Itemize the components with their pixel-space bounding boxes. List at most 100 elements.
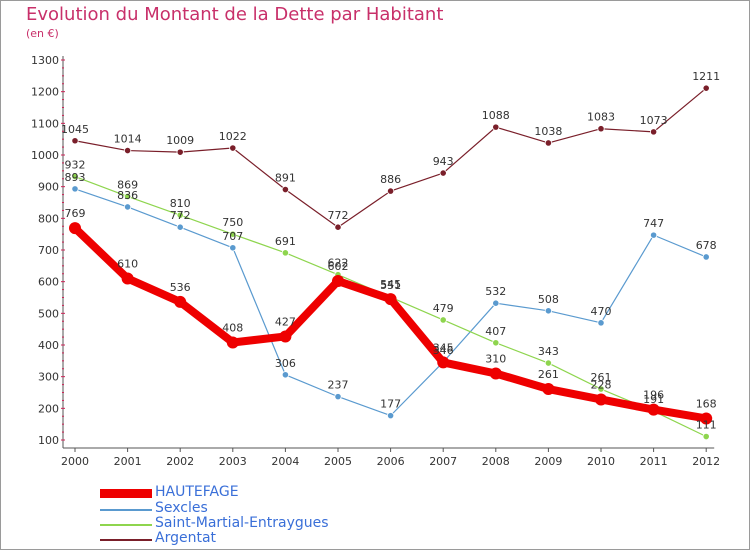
data-label: 408 xyxy=(222,321,243,334)
data-label: 1083 xyxy=(587,111,615,124)
data-point xyxy=(226,336,239,349)
data-point xyxy=(437,356,450,369)
data-point xyxy=(595,393,607,406)
data-point xyxy=(597,385,605,393)
data-label: 932 xyxy=(65,159,86,172)
y-tick-label: 300 xyxy=(38,371,59,384)
y-tick-label: 400 xyxy=(38,339,59,352)
data-point xyxy=(439,316,447,324)
legend-label: Argentat xyxy=(155,530,217,546)
data-label: 1088 xyxy=(482,109,510,122)
data-point xyxy=(334,223,342,231)
data-label: 891 xyxy=(275,172,296,185)
data-point xyxy=(334,393,342,401)
data-label: 886 xyxy=(380,173,401,186)
legend-label: HAUTEFAGE xyxy=(155,484,239,500)
data-label: 810 xyxy=(170,197,191,210)
data-point xyxy=(542,383,555,396)
data-label: 750 xyxy=(222,216,243,229)
data-point xyxy=(124,203,132,211)
data-point xyxy=(281,371,289,379)
data-point xyxy=(332,275,344,288)
data-point xyxy=(544,139,553,147)
data-point xyxy=(281,185,289,194)
x-tick-label: 2011 xyxy=(640,455,668,468)
legend-label: Sexcles xyxy=(155,500,208,516)
legend-swatch xyxy=(100,489,152,498)
data-label: 772 xyxy=(328,209,349,222)
x-tick-label: 2004 xyxy=(271,455,299,468)
data-label: 345 xyxy=(433,341,454,354)
data-label: 261 xyxy=(591,371,612,384)
data-point xyxy=(71,185,79,193)
data-point xyxy=(544,307,553,315)
data-label: 343 xyxy=(538,345,559,358)
data-point xyxy=(492,339,500,347)
series-line-0 xyxy=(71,224,711,423)
x-tick-label: 2001 xyxy=(114,455,142,468)
data-point xyxy=(489,367,502,380)
data-point xyxy=(176,148,184,156)
data-point xyxy=(279,330,292,343)
data-label: 772 xyxy=(170,209,191,222)
data-point xyxy=(229,230,237,238)
y-tick-label: 100 xyxy=(38,434,59,447)
data-label: 545 xyxy=(380,278,401,291)
data-label: 678 xyxy=(696,239,717,252)
data-label: 407 xyxy=(485,325,506,338)
data-label: 602 xyxy=(328,260,349,273)
y-tick-label: 700 xyxy=(38,244,59,257)
legend-label: Saint-Martial-Entraygues xyxy=(155,515,329,531)
data-label: 1009 xyxy=(166,134,194,147)
data-label: 691 xyxy=(275,235,296,248)
data-label: 869 xyxy=(117,178,138,191)
data-label: 261 xyxy=(538,368,559,381)
legend-swatch xyxy=(100,539,152,541)
data-point xyxy=(702,432,710,441)
data-point xyxy=(281,249,289,257)
data-point xyxy=(121,272,134,285)
data-label: 346 xyxy=(433,344,454,357)
data-label: 1038 xyxy=(534,125,562,138)
data-label: 836 xyxy=(117,189,138,202)
data-point xyxy=(174,295,187,308)
data-label: 1045 xyxy=(61,123,89,136)
data-label: 237 xyxy=(328,379,349,392)
x-tick-label: 2012 xyxy=(692,455,720,468)
x-tick-label: 2010 xyxy=(587,455,615,468)
data-label: 622 xyxy=(328,257,349,270)
data-point xyxy=(700,412,713,425)
data-point xyxy=(71,172,79,181)
data-point xyxy=(597,125,605,133)
data-label: 1211 xyxy=(692,70,720,83)
chart-title: Evolution du Montant de la Dette par Hab… xyxy=(26,4,444,25)
data-point xyxy=(124,192,132,201)
x-tick-label: 2009 xyxy=(534,455,562,468)
y-tick-label: 500 xyxy=(38,307,59,320)
legend-swatch xyxy=(100,509,152,511)
y-tick-label: 1100 xyxy=(31,117,59,130)
data-label: 306 xyxy=(275,357,296,370)
x-tick-label: 2005 xyxy=(324,455,352,468)
data-point xyxy=(702,84,710,92)
chart-unit: (en €) xyxy=(26,27,59,40)
data-label: 191 xyxy=(643,393,664,406)
data-label: 943 xyxy=(433,155,454,168)
data-label: 551 xyxy=(380,279,401,292)
x-tick-label: 2006 xyxy=(377,455,405,468)
data-label: 536 xyxy=(170,281,191,294)
data-label: 479 xyxy=(433,302,454,315)
y-tick-label: 1300 xyxy=(31,54,59,67)
data-label: 470 xyxy=(591,305,612,318)
data-point xyxy=(384,293,397,306)
y-tick-label: 900 xyxy=(38,181,59,194)
data-point xyxy=(229,144,237,152)
data-label: 1022 xyxy=(219,130,247,143)
y-tick-label: 1000 xyxy=(31,149,59,162)
data-label: 1014 xyxy=(114,133,142,146)
data-point xyxy=(702,253,710,261)
data-label: 196 xyxy=(643,389,664,402)
x-tick-label: 2007 xyxy=(429,455,457,468)
y-tick-label: 800 xyxy=(38,212,59,225)
